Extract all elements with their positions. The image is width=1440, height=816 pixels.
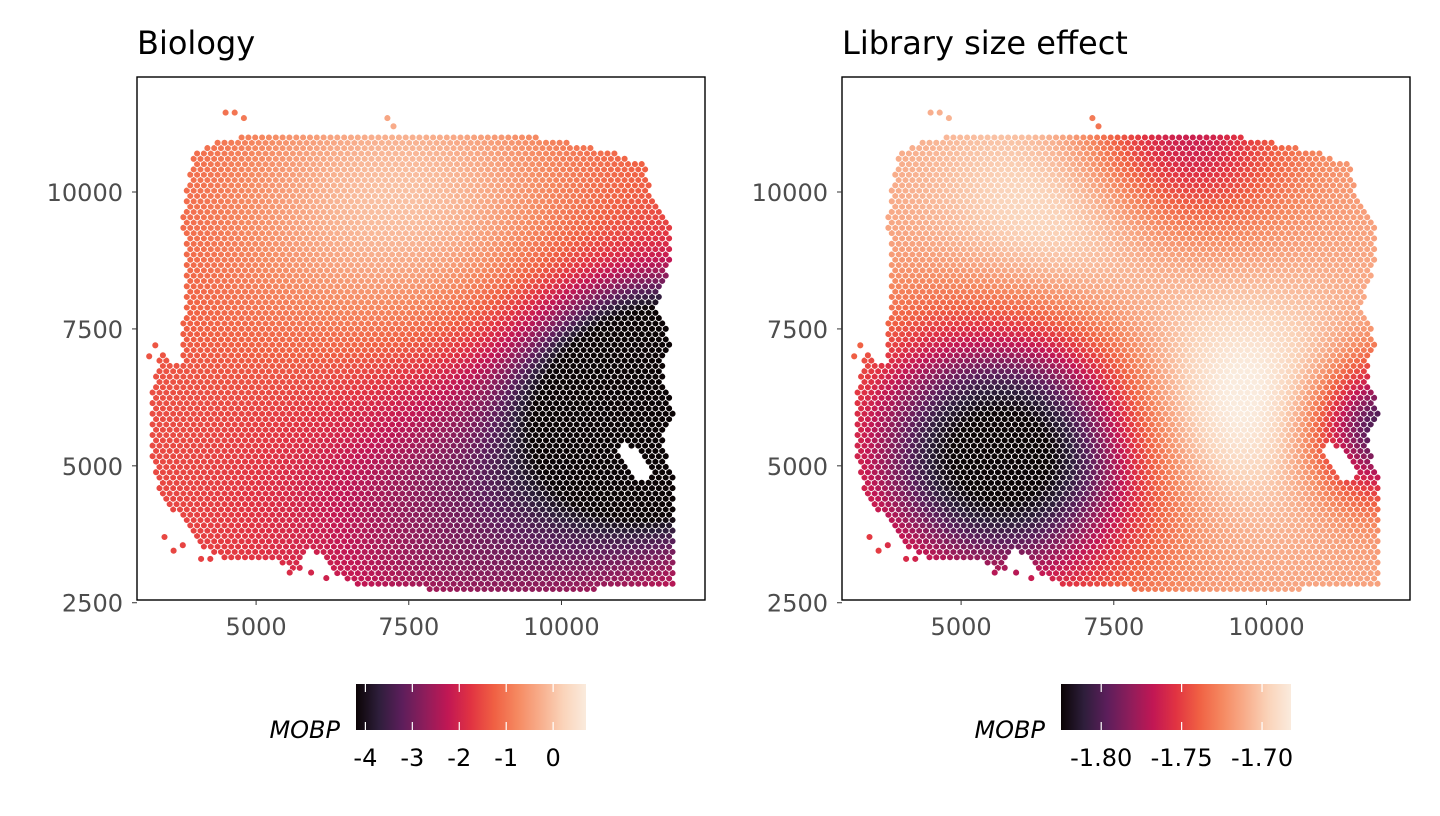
spot-point — [295, 553, 304, 561]
spot-point — [668, 579, 677, 588]
spot-point — [668, 558, 677, 567]
spot-point — [665, 532, 673, 540]
panel-title: Biology — [137, 24, 255, 62]
spot-point — [668, 548, 677, 556]
spot-points — [145, 108, 677, 593]
spot-point — [665, 542, 673, 551]
spot-point — [299, 548, 307, 556]
spot-point — [159, 351, 167, 360]
spot-point — [665, 574, 673, 583]
spot-point — [295, 564, 304, 572]
panel-biology: Biology 5000 7500 10000 25005000750010000 … — [47, 24, 706, 772]
spot-point — [665, 553, 673, 561]
spot-point — [590, 585, 598, 593]
spot-point — [172, 362, 181, 370]
spot-point — [665, 564, 673, 572]
spot-point — [637, 479, 646, 487]
spot-point — [668, 537, 677, 545]
spot-point — [668, 569, 677, 577]
spot-point — [292, 558, 301, 567]
